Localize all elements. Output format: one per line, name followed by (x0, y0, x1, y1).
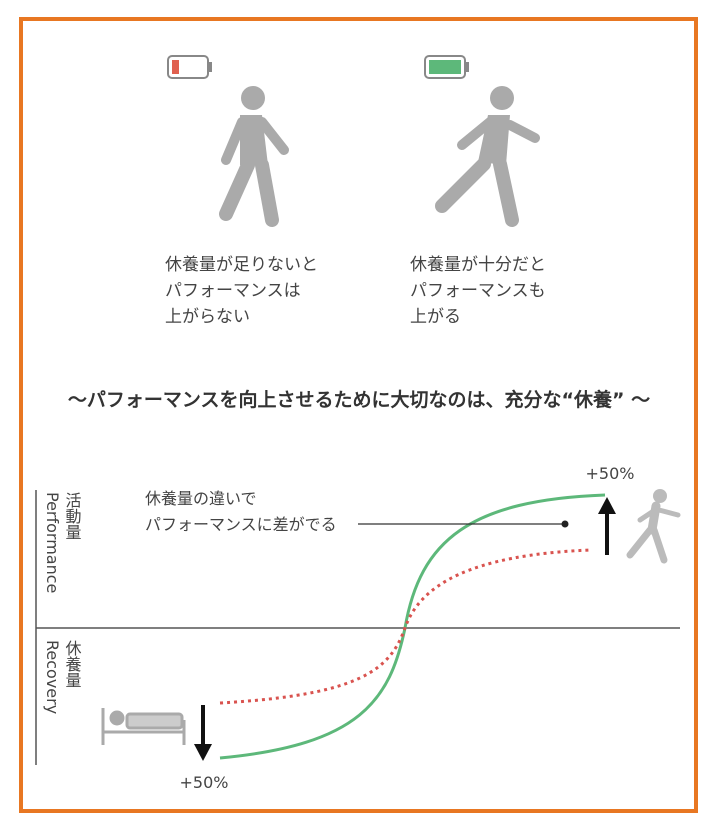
battery-full (424, 55, 469, 79)
up-arrow (598, 497, 616, 555)
running-person (435, 86, 540, 227)
headline: ～パフォーマンスを向上させるために大切なのは、充分な“休養” ～ (68, 388, 650, 411)
caption-line: パフォーマンスは (165, 281, 301, 301)
caption-line: 上がらない (165, 307, 250, 327)
small-runner (626, 489, 681, 564)
walking-person (219, 86, 289, 227)
caption-line: 休養量が十分だと (410, 255, 546, 275)
down-arrow (194, 705, 212, 761)
top-change: +50% (586, 464, 635, 483)
bed-icon (101, 708, 186, 745)
annotation-line: パフォーマンスに差がでる (145, 515, 337, 534)
caption-line: パフォーマンスも (410, 281, 546, 301)
frame (19, 17, 698, 813)
upper-label-ja: 活動量 (63, 492, 82, 540)
caption-line: 上がる (410, 307, 461, 327)
annotation-line: 休養量の違いで (145, 489, 257, 508)
green-curve (219, 493, 606, 760)
lower-label-en: Recovery (43, 640, 62, 714)
annotation-dot (561, 520, 569, 528)
lower-label-ja: 休養量 (63, 640, 82, 688)
battery-low (167, 55, 212, 79)
bottom-change: +50% (180, 773, 229, 792)
upper-label-en: Performance (43, 492, 62, 593)
red-dotted-curve (219, 548, 591, 705)
caption-line: 休養量が足りないと (165, 255, 318, 275)
